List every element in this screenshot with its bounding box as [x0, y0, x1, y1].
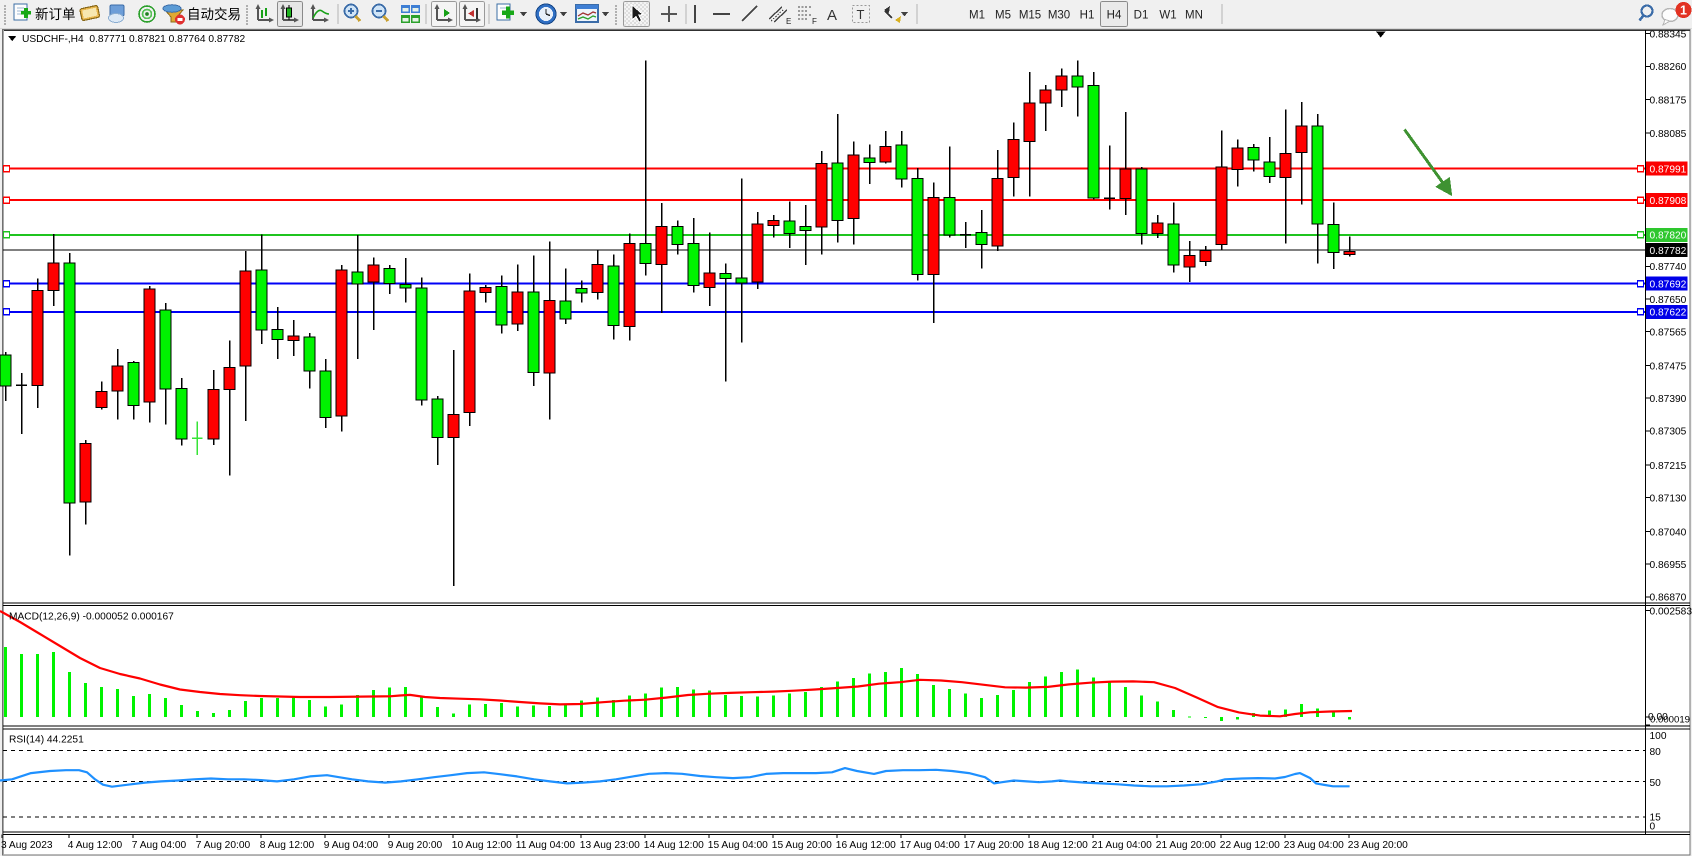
svg-text:H4: H4: [1107, 10, 1122, 22]
svg-text:0.86955: 0.86955: [1650, 560, 1687, 571]
svg-text:0.87305: 0.87305: [1650, 427, 1687, 438]
svg-text:11 Aug 04:00: 11 Aug 04:00: [516, 840, 576, 851]
svg-text:RSI(14) 44.2251: RSI(14) 44.2251: [9, 734, 84, 745]
svg-text:0.87040: 0.87040: [1650, 528, 1687, 539]
svg-text:0.87622: 0.87622: [1650, 308, 1687, 319]
svg-text:0.87390: 0.87390: [1650, 394, 1687, 405]
svg-text:M5: M5: [995, 10, 1011, 22]
svg-text:15 Aug 20:00: 15 Aug 20:00: [772, 840, 832, 851]
svg-text:0.87991: 0.87991: [1650, 164, 1687, 175]
svg-text:13 Aug 23:00: 13 Aug 23:00: [580, 840, 640, 851]
svg-text:0.87130: 0.87130: [1650, 493, 1687, 504]
svg-text:3 Aug 2023: 3 Aug 2023: [1, 840, 53, 851]
svg-text:0.87215: 0.87215: [1650, 461, 1687, 472]
svg-text:16 Aug 12:00: 16 Aug 12:00: [836, 840, 896, 851]
svg-text:9 Aug 04:00: 9 Aug 04:00: [324, 840, 379, 851]
svg-text:0.00: 0.00: [1648, 712, 1668, 723]
svg-text:7 Aug 20:00: 7 Aug 20:00: [196, 840, 251, 851]
svg-text:0.88345: 0.88345: [1650, 29, 1687, 40]
svg-text:E: E: [786, 17, 791, 26]
svg-text:MACD(12,26,9) -0.000052 0.0001: MACD(12,26,9) -0.000052 0.000167: [9, 611, 174, 622]
svg-text:F: F: [812, 17, 817, 26]
svg-text:0.87782: 0.87782: [1650, 246, 1687, 257]
svg-text:9 Aug 20:00: 9 Aug 20:00: [388, 840, 443, 851]
svg-text:100: 100: [1650, 731, 1667, 742]
svg-text:0.87692: 0.87692: [1650, 280, 1687, 291]
svg-text:0.88260: 0.88260: [1650, 62, 1687, 73]
svg-text:T: T: [857, 7, 865, 22]
svg-text:0.87908: 0.87908: [1650, 196, 1687, 207]
svg-text:23 Aug 04:00: 23 Aug 04:00: [1284, 840, 1344, 851]
svg-text:21 Aug 04:00: 21 Aug 04:00: [1092, 840, 1152, 851]
svg-text:21 Aug 20:00: 21 Aug 20:00: [1156, 840, 1216, 851]
svg-text:10 Aug 12:00: 10 Aug 12:00: [452, 840, 512, 851]
svg-text:M30: M30: [1048, 10, 1070, 22]
svg-text:0.000019: 0.000019: [1650, 715, 1690, 726]
svg-text:50: 50: [1650, 778, 1662, 789]
svg-text:17 Aug 04:00: 17 Aug 04:00: [900, 840, 960, 851]
svg-text:M1: M1: [969, 10, 985, 22]
svg-text:80: 80: [1650, 747, 1662, 758]
svg-text:17 Aug 20:00: 17 Aug 20:00: [964, 840, 1024, 851]
svg-text:0.87740: 0.87740: [1650, 262, 1687, 273]
svg-text:0.002583: 0.002583: [1650, 607, 1692, 618]
svg-text:0.88175: 0.88175: [1650, 95, 1687, 106]
svg-text:H1: H1: [1080, 10, 1095, 22]
svg-text:15: 15: [1650, 813, 1662, 824]
svg-text:22 Aug 12:00: 22 Aug 12:00: [1220, 840, 1280, 851]
svg-text:0.88085: 0.88085: [1650, 129, 1687, 140]
svg-text:7 Aug 04:00: 7 Aug 04:00: [132, 840, 187, 851]
svg-text:15 Aug 04:00: 15 Aug 04:00: [708, 840, 768, 851]
svg-text:0.87650: 0.87650: [1650, 295, 1687, 306]
svg-text:A: A: [827, 7, 837, 24]
svg-text:自动交易: 自动交易: [187, 6, 241, 22]
svg-text:M15: M15: [1019, 10, 1041, 22]
svg-text:0.87475: 0.87475: [1650, 361, 1687, 372]
svg-text:18 Aug 12:00: 18 Aug 12:00: [1028, 840, 1088, 851]
svg-text:USDCHF-,H4 0.87771 0.87821 0.: USDCHF-,H4 0.87771 0.87821 0.87764 0.877…: [22, 34, 245, 45]
svg-text:0: 0: [1650, 822, 1656, 833]
svg-text:1: 1: [1680, 4, 1687, 18]
svg-text:0.86870: 0.86870: [1650, 593, 1687, 604]
svg-text:8 Aug 12:00: 8 Aug 12:00: [260, 840, 315, 851]
svg-text:MN: MN: [1185, 10, 1203, 22]
svg-text:0.87820: 0.87820: [1650, 231, 1687, 242]
svg-text:W1: W1: [1159, 10, 1176, 22]
svg-text:23 Aug 20:00: 23 Aug 20:00: [1348, 840, 1408, 851]
svg-text:4 Aug 12:00: 4 Aug 12:00: [68, 840, 123, 851]
svg-text:新订单: 新订单: [35, 7, 76, 22]
svg-text:14 Aug 12:00: 14 Aug 12:00: [644, 840, 704, 851]
svg-text:D1: D1: [1134, 10, 1149, 22]
svg-text:0.87565: 0.87565: [1650, 327, 1687, 338]
